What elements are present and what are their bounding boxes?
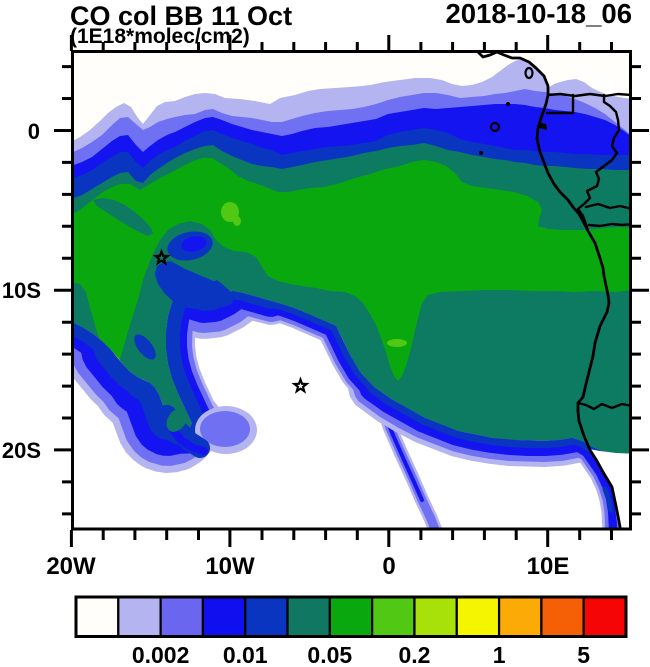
svg-text:10E: 10E xyxy=(527,553,570,580)
svg-text:0: 0 xyxy=(28,119,40,144)
svg-text:20W: 20W xyxy=(46,553,96,580)
svg-text:CO col BB 11 Oct: CO col BB 11 Oct xyxy=(70,1,292,31)
svg-text:0.002: 0.002 xyxy=(132,642,190,667)
svg-text:20S: 20S xyxy=(2,438,41,463)
svg-text:(1E18*molec/cm2): (1E18*molec/cm2) xyxy=(70,25,250,48)
svg-text:0.01: 0.01 xyxy=(223,642,268,667)
svg-text:2018-10-18_06: 2018-10-18_06 xyxy=(445,0,632,29)
svg-text:10W: 10W xyxy=(205,553,255,580)
svg-text:10S: 10S xyxy=(2,278,41,303)
svg-text:0.05: 0.05 xyxy=(307,642,352,667)
svg-text:5: 5 xyxy=(577,642,590,667)
svg-text:1: 1 xyxy=(493,642,506,667)
svg-text:0.2: 0.2 xyxy=(399,642,431,667)
svg-text:0: 0 xyxy=(382,553,395,580)
